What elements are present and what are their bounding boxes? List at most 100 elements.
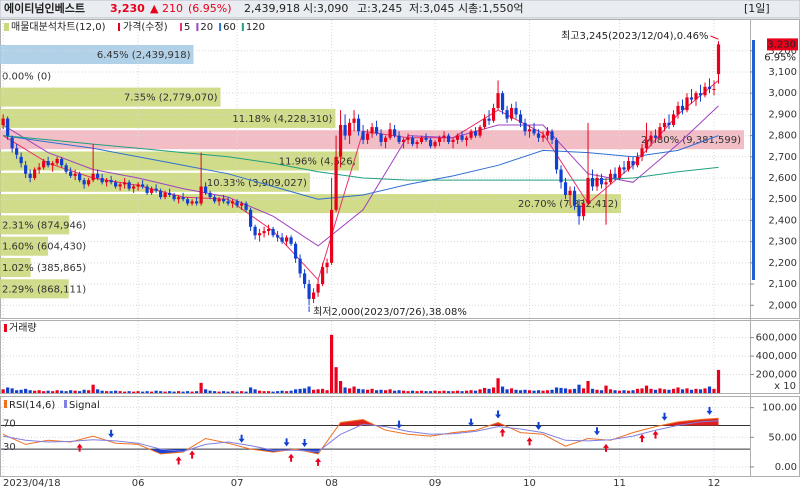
candle-body — [644, 139, 649, 149]
volume-bar — [150, 391, 154, 393]
volume-bar — [82, 389, 86, 393]
volume-bar — [15, 390, 19, 393]
sell-signal — [108, 429, 115, 438]
volume-bar — [235, 391, 239, 393]
volume-bar — [132, 391, 136, 393]
candle-body — [707, 86, 712, 89]
candle-body — [640, 148, 644, 157]
volume-bar — [302, 388, 307, 393]
profile-label: 11.96% (4,526, — [279, 157, 356, 168]
volume-bar — [154, 390, 158, 393]
change: ▲ 210 — [150, 2, 183, 15]
moving-average — [3, 135, 719, 200]
candle-body — [159, 190, 163, 198]
volume-bar — [244, 391, 248, 393]
candle-body — [19, 156, 23, 164]
buy-signal — [315, 457, 322, 466]
candle-body — [69, 171, 73, 176]
candle-body — [37, 167, 41, 170]
buy-signal — [189, 450, 196, 459]
low: 저:3,045 — [409, 2, 454, 15]
candle-body — [694, 93, 698, 100]
candle-body — [442, 135, 446, 138]
candle-body — [518, 114, 523, 123]
candle-body — [662, 122, 667, 128]
low-annotation: 최저2,000(2023/07/26),38.08% — [313, 306, 467, 318]
candle-body — [141, 184, 145, 187]
volume-bar — [141, 391, 145, 393]
candle-body — [248, 209, 253, 227]
candle-body — [6, 118, 10, 136]
candle-body — [109, 180, 113, 183]
volume-bar — [226, 391, 230, 393]
candle-body — [343, 124, 347, 136]
volume-bar — [536, 390, 541, 393]
x-tick-label: 09 — [429, 478, 442, 489]
volume-bar — [383, 390, 388, 393]
volume-bar — [428, 391, 433, 393]
candle-body — [505, 110, 509, 119]
candle-body — [428, 139, 433, 147]
profile-bar — [0, 45, 194, 64]
volume-bar — [6, 387, 10, 393]
candle-body — [123, 182, 127, 185]
candle-body — [451, 139, 455, 142]
candle-body — [316, 284, 320, 293]
candle-body — [716, 44, 721, 75]
volume-bar — [685, 388, 689, 393]
volume-bar — [505, 389, 509, 393]
candle-body — [586, 178, 590, 204]
volume-bar — [514, 389, 518, 393]
volume-bar — [311, 389, 316, 393]
candle-body — [244, 203, 248, 210]
volume-bar — [204, 389, 208, 393]
legend-label: 매물대분석차트(12,0) — [11, 21, 106, 33]
volume-bar — [208, 390, 212, 393]
profile-bar — [0, 194, 621, 214]
volume-bar — [127, 391, 131, 393]
volume-bar — [356, 388, 361, 393]
volume-bar — [446, 391, 451, 393]
volume-bar — [96, 389, 100, 393]
volume-bar — [626, 390, 631, 393]
volume-bar — [91, 384, 95, 393]
candle-body — [87, 180, 91, 185]
y-tick-label: 3,200 — [768, 46, 797, 57]
candle-body — [96, 173, 100, 179]
volume-bar — [433, 390, 437, 393]
volume-bar — [334, 367, 338, 393]
candle-body — [536, 133, 541, 138]
period[interactable]: [1일] — [744, 1, 770, 15]
candle-body — [379, 133, 383, 142]
candle-body — [410, 137, 415, 145]
x-tick-label: 11 — [613, 478, 626, 489]
volume-bar — [694, 388, 698, 393]
volume-bar — [550, 389, 554, 393]
buy-signal — [639, 434, 646, 443]
volume-bar — [658, 388, 662, 393]
profile-bar — [0, 87, 221, 107]
volume-bar — [419, 390, 424, 393]
volume-bar — [401, 390, 406, 393]
volume-bar — [123, 391, 127, 393]
candle-body — [329, 209, 334, 263]
candle-body — [127, 182, 131, 189]
candle-body — [572, 190, 577, 206]
candle-body — [599, 178, 604, 185]
candle-body — [509, 108, 514, 119]
volume-bar — [617, 390, 622, 393]
legend-swatch — [4, 400, 7, 408]
volume-bar — [177, 391, 181, 393]
candle-body — [419, 137, 424, 142]
sell-signal — [535, 421, 542, 430]
candle-body — [64, 165, 68, 172]
candle-body — [217, 199, 221, 202]
profile-label: 10.33% (3,909,027) — [207, 178, 307, 189]
volume-bar — [622, 390, 626, 393]
candle-body — [383, 137, 388, 142]
volume-bar — [473, 390, 478, 393]
y-tick-label: 2,300 — [768, 237, 797, 248]
candle-body — [28, 173, 32, 179]
candle-body — [42, 161, 46, 168]
volume-bar — [172, 391, 176, 393]
